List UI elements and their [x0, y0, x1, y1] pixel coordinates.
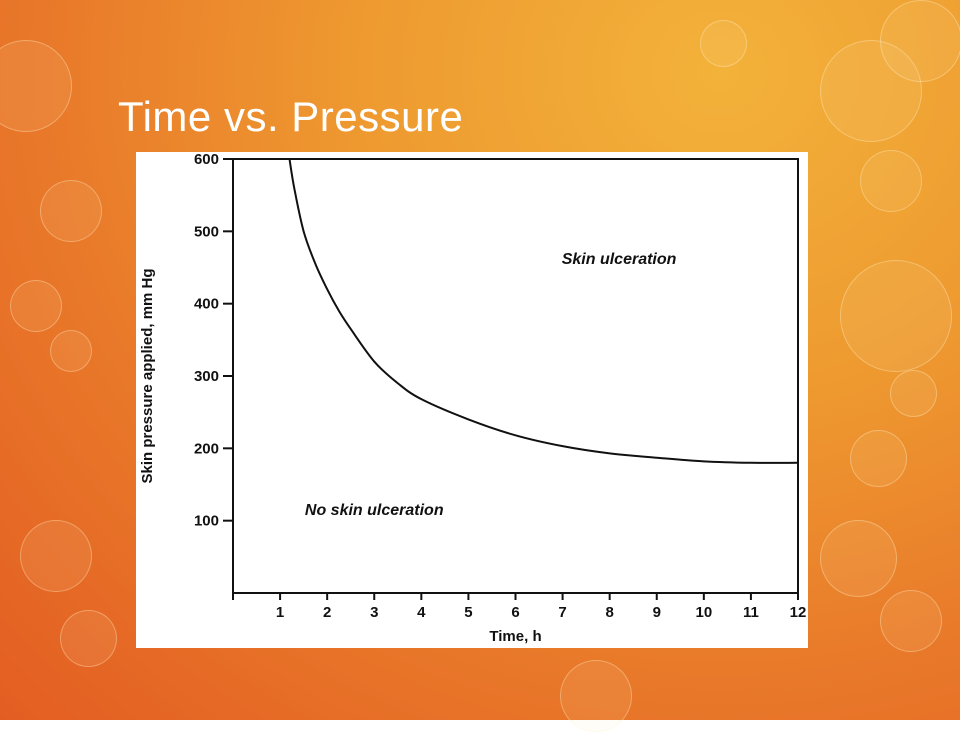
x-tick-label: 9 — [653, 604, 661, 621]
y-tick-label: 300 — [194, 368, 219, 385]
series — [288, 158, 799, 464]
x-tick-label: 8 — [605, 604, 613, 621]
bokeh-circle — [880, 0, 960, 82]
region-annotation: No skin ulceration — [305, 502, 444, 519]
y-tick-label: 200 — [194, 440, 219, 457]
bokeh-circle — [0, 40, 72, 132]
bokeh-circle — [860, 150, 922, 212]
x-tick-label: 12 — [790, 604, 807, 621]
x-tick-label: 11 — [743, 604, 759, 621]
region-annotation: Skin ulceration — [562, 251, 677, 268]
bokeh-circle — [60, 610, 117, 667]
y-tick-label: 500 — [194, 223, 219, 240]
x-tick-label: 7 — [558, 604, 566, 621]
bokeh-circle — [850, 430, 907, 487]
x-tick-label: 6 — [511, 604, 519, 621]
chart-panel: 1 2 3 4 5 6 7 8 9 10 11 12 100 200 300 400 500 600 Time, … — [136, 152, 808, 648]
bokeh-circle — [890, 370, 937, 417]
series-line — [288, 158, 799, 464]
bokeh-circle — [700, 20, 747, 67]
x-tick-label: 5 — [464, 604, 472, 621]
slide-title: Time vs. Pressure — [118, 93, 464, 140]
y-tick-label: 600 — [194, 152, 219, 168]
bokeh-circle — [10, 280, 62, 332]
bokeh-circle — [20, 520, 92, 592]
y-tick-label: 100 — [194, 513, 219, 530]
plot-frame — [232, 158, 799, 594]
x-tick-label: 10 — [695, 604, 712, 621]
y-tick-label: 400 — [194, 296, 219, 313]
annotations: Skin ulceration No skin ulceration — [305, 251, 677, 519]
x-tick-label: 1 — [276, 604, 284, 621]
x-tick-label: 2 — [323, 604, 331, 621]
labels: Time, h Skin pressure applied, mm Hg — [139, 268, 542, 645]
bokeh-circle — [880, 590, 942, 652]
x-axis-label: Time, h — [489, 628, 541, 645]
x-tick-label: 4 — [417, 604, 426, 621]
bokeh-circle — [840, 260, 952, 372]
bokeh-circle — [50, 330, 92, 372]
y-axis-label: Skin pressure applied, mm Hg — [139, 268, 156, 483]
x-tick-label: 3 — [370, 604, 378, 621]
bokeh-circle — [560, 660, 632, 732]
axes — [232, 158, 799, 594]
bokeh-circle — [820, 520, 897, 597]
bokeh-circle — [40, 180, 102, 242]
